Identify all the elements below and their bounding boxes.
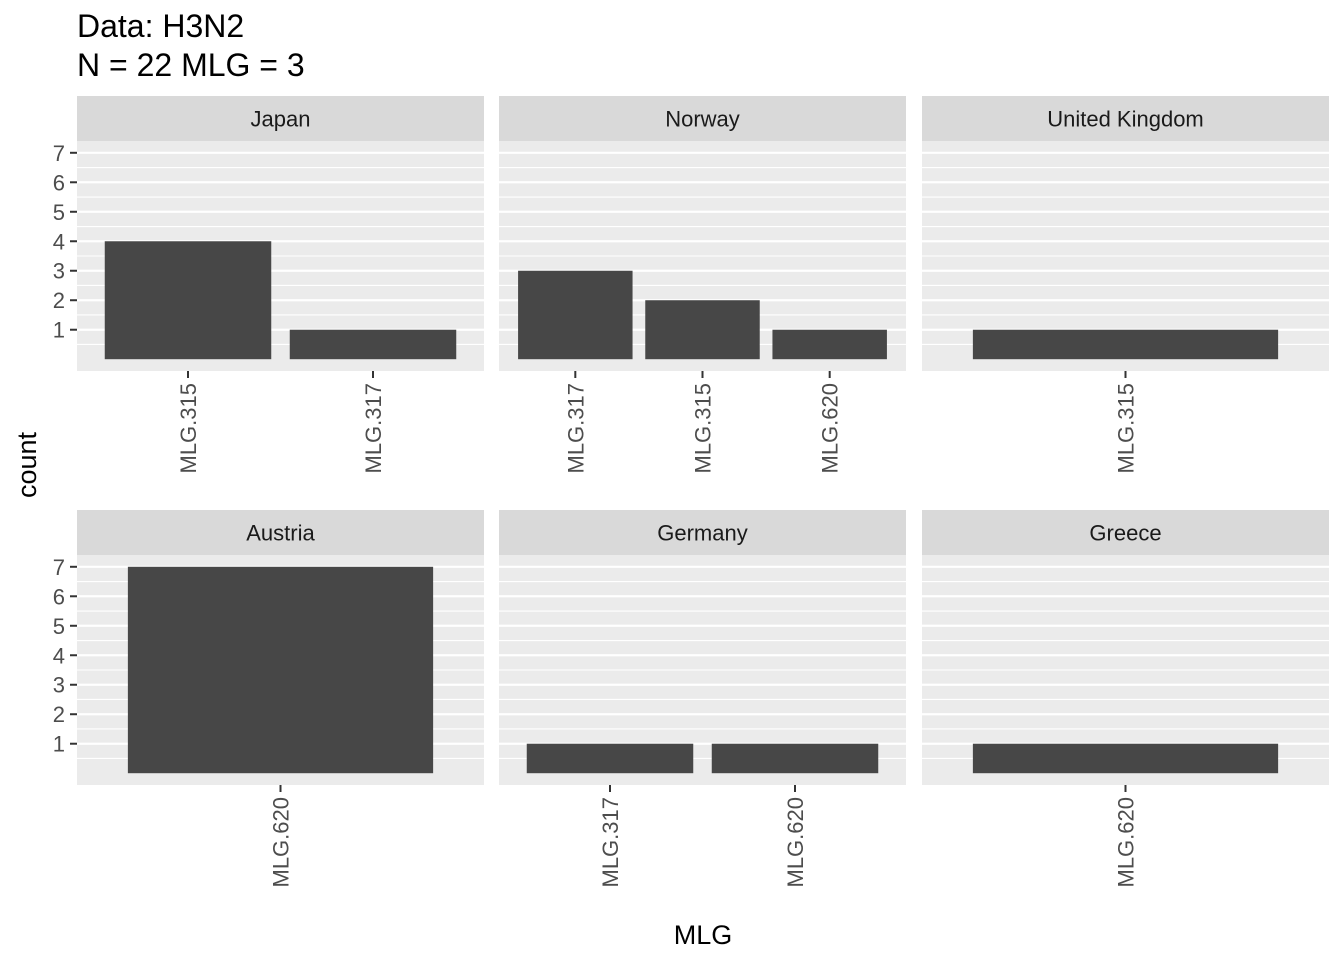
facet-strip xyxy=(499,96,906,141)
y-tick-label: 7 xyxy=(53,141,65,166)
y-tick-label: 1 xyxy=(53,732,65,757)
y-tick-label: 5 xyxy=(53,614,65,639)
x-tick-label: MLG.620 xyxy=(1114,797,1139,888)
bar xyxy=(772,329,887,360)
y-tick-label: 7 xyxy=(53,555,65,580)
y-tick-label: 2 xyxy=(53,288,65,313)
x-tick-label: MLG.315 xyxy=(691,383,716,474)
y-tick-label: 6 xyxy=(53,584,65,609)
bar xyxy=(289,329,457,360)
x-tick-label: MLG.317 xyxy=(361,383,386,474)
bar xyxy=(127,566,434,774)
y-tick-label: 1 xyxy=(53,318,65,343)
y-tick-label: 4 xyxy=(53,229,65,254)
y-tick-label: 6 xyxy=(53,170,65,195)
facet-strip-label: Germany xyxy=(657,521,747,546)
bar xyxy=(972,743,1279,774)
x-tick-label: MLG.620 xyxy=(818,383,843,474)
facet-strip-label: United Kingdom xyxy=(1047,107,1204,132)
x-tick-label: MLG.620 xyxy=(269,797,294,888)
x-tick-label: MLG.315 xyxy=(176,383,201,474)
bar xyxy=(972,329,1279,360)
y-tick-label: 2 xyxy=(53,702,65,727)
x-tick-label: MLG.317 xyxy=(598,797,623,888)
facet-strip-label: Austria xyxy=(246,521,315,546)
bar xyxy=(711,743,879,774)
bar xyxy=(104,241,272,360)
facet-strip xyxy=(922,96,1329,141)
y-axis-title: count xyxy=(12,431,42,498)
x-tick-label: MLG.620 xyxy=(783,797,808,888)
y-tick-label: 3 xyxy=(53,259,65,284)
x-tick-label: MLG.315 xyxy=(1114,383,1139,474)
chart-title-line-1: Data: H3N2 xyxy=(77,8,245,44)
bar xyxy=(518,270,633,360)
facet-strip-label: Japan xyxy=(251,107,311,132)
x-axis-title: MLG xyxy=(674,920,733,950)
facet-strip-label: Greece xyxy=(1089,521,1161,546)
facet-strip-label: Norway xyxy=(665,107,740,132)
facet-strip xyxy=(499,510,906,555)
y-tick-label: 5 xyxy=(53,200,65,225)
x-tick-label: MLG.317 xyxy=(563,383,588,474)
y-tick-label: 3 xyxy=(53,673,65,698)
facet-strip xyxy=(922,510,1329,555)
bar xyxy=(645,300,760,360)
y-tick-label: 4 xyxy=(53,643,65,668)
chart-title-line-2: N = 22 MLG = 3 xyxy=(77,47,305,83)
bar xyxy=(526,743,694,774)
facet-strip xyxy=(77,96,484,141)
facet-strip xyxy=(77,510,484,555)
